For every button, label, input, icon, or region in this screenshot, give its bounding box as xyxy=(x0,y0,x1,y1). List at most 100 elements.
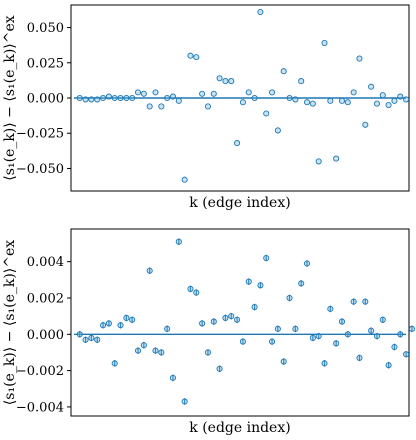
y-tick-label: 0.050 xyxy=(27,21,64,36)
y-axis-label: ⟨s₁(e_k)⟩ − ⟨s₁(e_k)⟩^ex xyxy=(2,240,18,405)
data-point xyxy=(94,336,101,343)
data-point xyxy=(140,342,147,349)
data-point xyxy=(303,99,311,106)
data-point xyxy=(298,280,305,287)
y-tick-label: 0.000 xyxy=(27,92,64,107)
data-point xyxy=(321,360,328,367)
data-point xyxy=(164,325,171,332)
data-point xyxy=(356,354,363,361)
data-point xyxy=(263,110,270,117)
data-point xyxy=(274,127,281,134)
data-point xyxy=(327,305,334,312)
data-point xyxy=(146,267,153,274)
data-point xyxy=(333,155,340,162)
data-point xyxy=(292,96,299,103)
data-point xyxy=(269,338,276,345)
data-point xyxy=(216,365,223,372)
data-point xyxy=(274,325,281,332)
data-point xyxy=(204,103,211,110)
data-point xyxy=(245,278,252,285)
data-point xyxy=(257,282,264,289)
data-point xyxy=(82,336,89,343)
data-point xyxy=(344,331,351,338)
data-point xyxy=(373,100,380,107)
data-point xyxy=(216,75,223,82)
data-point xyxy=(228,313,235,320)
data-point xyxy=(338,97,346,104)
data-point xyxy=(234,140,241,147)
data-point xyxy=(228,78,235,85)
data-point xyxy=(245,89,252,96)
y-tick-label: −0.004 xyxy=(16,400,64,415)
data-point xyxy=(76,331,83,338)
data-point xyxy=(146,103,153,110)
data-point xyxy=(373,333,380,340)
data-point xyxy=(280,68,287,75)
data-point xyxy=(379,316,386,323)
data-point xyxy=(338,318,346,325)
data-point xyxy=(286,94,293,102)
data-point xyxy=(269,89,276,96)
y-axis-label: ⟨s₁(e_k)⟩ − ⟨s₁(e_k)⟩^ex xyxy=(2,15,18,180)
data-point xyxy=(286,294,293,302)
data-point xyxy=(204,349,211,356)
data-point xyxy=(315,158,322,165)
data-point xyxy=(111,94,118,102)
data-point xyxy=(175,238,182,245)
data-point xyxy=(152,89,159,96)
data-point xyxy=(117,322,124,329)
y-tick-label: −0.050 xyxy=(16,162,64,177)
data-point xyxy=(88,96,95,103)
data-point xyxy=(123,94,130,102)
data-point xyxy=(181,176,188,183)
data-point xyxy=(309,334,316,341)
y-tick-label: −0.002 xyxy=(16,364,64,379)
data-point xyxy=(94,96,101,103)
y-tick-label: −0.025 xyxy=(16,127,64,142)
data-point xyxy=(350,298,357,305)
data-point xyxy=(257,8,264,16)
data-point xyxy=(397,93,404,100)
axes-frame xyxy=(70,228,410,417)
data-point xyxy=(76,94,83,102)
data-point xyxy=(403,96,410,103)
data-point xyxy=(362,298,369,305)
y-tick-label: 0.004 xyxy=(27,255,64,270)
data-point xyxy=(129,94,136,102)
data-point xyxy=(263,254,270,262)
data-point xyxy=(181,398,188,405)
bottom-panel: −0.004 −0.002 0.000 0.002 0.004 k (edge index… xyxy=(2,228,415,436)
data-point xyxy=(169,93,177,100)
data-point xyxy=(239,338,246,345)
data-point xyxy=(234,316,241,323)
data-point xyxy=(222,314,229,322)
data-point xyxy=(292,325,299,332)
data-point xyxy=(129,316,136,323)
data-point xyxy=(100,322,107,329)
data-point xyxy=(210,90,217,97)
data-point xyxy=(298,78,305,85)
data-point xyxy=(397,331,404,338)
data-point xyxy=(303,260,311,267)
data-point xyxy=(385,362,392,369)
data-point xyxy=(199,90,206,97)
data-point xyxy=(88,334,95,341)
data-point xyxy=(344,99,351,106)
data-point xyxy=(350,89,357,96)
data-point xyxy=(251,94,258,102)
data-point xyxy=(391,343,398,351)
data-point xyxy=(187,52,194,59)
y-tick-label: 0.000 xyxy=(27,328,64,343)
data-point xyxy=(309,100,316,107)
y-tick-label: 0.025 xyxy=(27,56,64,71)
data-point xyxy=(321,39,328,47)
data-point xyxy=(408,325,415,332)
data-point xyxy=(105,320,112,327)
data-point xyxy=(199,320,206,327)
data-point xyxy=(315,333,322,340)
data-point xyxy=(327,97,334,104)
data-point xyxy=(193,289,200,296)
data-point xyxy=(117,94,124,102)
data-point xyxy=(169,374,177,381)
data-point xyxy=(280,358,287,365)
